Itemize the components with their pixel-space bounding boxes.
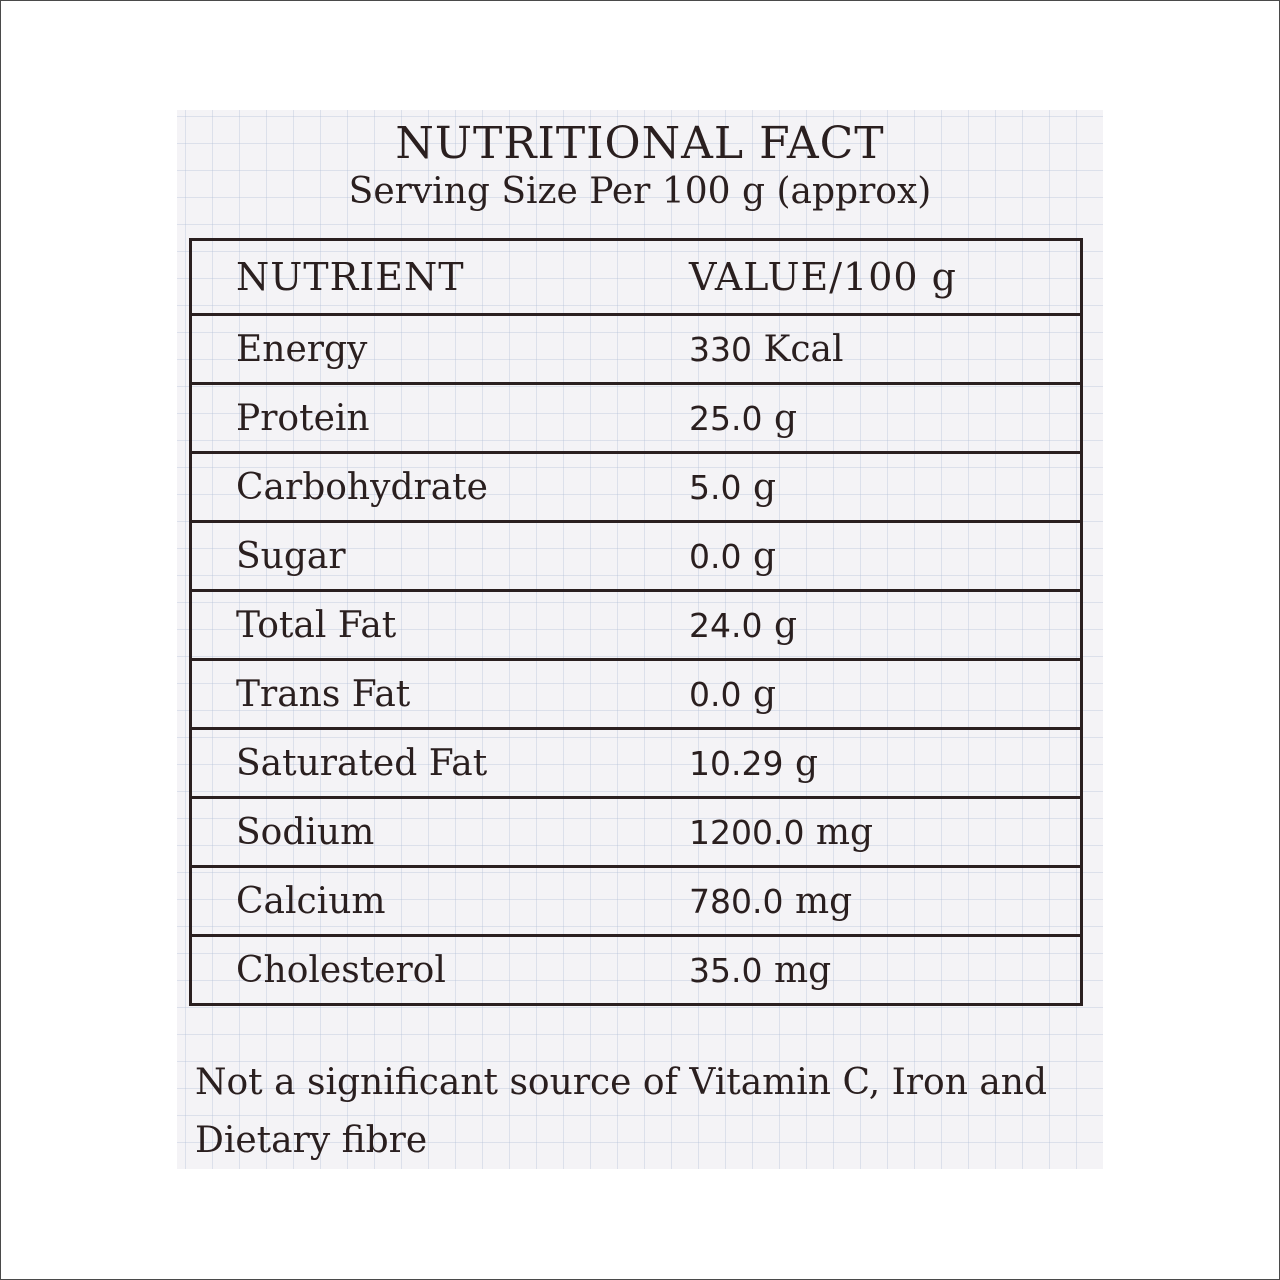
nutrient-value: 330 Kcal [689,329,1080,370]
table-row: Calcium 780.0 mg [189,868,1083,937]
value-unit: Kcal [763,328,844,370]
value-unit: mg [794,880,853,922]
value-amount: 780.0 [689,881,784,921]
table-row: Energy 330 Kcal [189,316,1083,385]
value-unit: g [773,397,797,439]
nutrition-label: NUTRITIONAL FACT Serving Size Per 100 g … [177,110,1103,1169]
nutrient-name: Energy [236,328,368,370]
table-row: Sodium 1200.0 mg [189,799,1083,868]
nutrient-value: 25.0 g [689,398,1080,439]
value-amount: 35.0 [689,950,763,990]
nutrient-value: 35.0 mg [689,950,1080,991]
table-header-row: NUTRIENT VALUE/100 g [189,241,1083,316]
nutrient-name: Sugar [236,535,346,577]
value-amount: 1200.0 [689,812,805,852]
table-row: Total Fat 24.0 g [189,592,1083,661]
nutrient-value: 0.0 g [689,536,1080,577]
value-amount: 330 [689,329,752,369]
table-row: Trans Fat 0.0 g [189,661,1083,730]
header-value: VALUE/100 g [689,255,957,299]
header-nutrient: NUTRIENT [236,255,465,299]
label-title: NUTRITIONAL FACT [395,118,885,169]
table-row: Saturated Fat 10.29 g [189,730,1083,799]
table-row: Cholesterol 35.0 mg [189,937,1083,1006]
nutrient-value: 1200.0 mg [689,812,1080,853]
value-unit: g [752,673,776,715]
table-row: Sugar 0.0 g [189,523,1083,592]
footnote: Not a significant source of Vitamin C, I… [195,1062,1048,1161]
nutrient-name: Carbohydrate [236,466,488,508]
table-row: Protein 25.0 g [189,385,1083,454]
value-amount: 25.0 [689,398,763,438]
value-unit: g [773,604,797,646]
nutrient-value: 10.29 g [689,743,1080,784]
value-amount: 0.0 [689,536,742,576]
value-amount: 5.0 [689,467,742,507]
nutrient-value: 780.0 mg [689,881,1080,922]
nutrient-name: Sodium [236,811,375,853]
nutrient-value: 0.0 g [689,674,1080,715]
nutrition-table: NUTRIENT VALUE/100 g Energy 330 Kcal Prote… [189,238,1083,1006]
nutrient-name: Trans Fat [236,673,411,715]
nutrient-name: Cholesterol [236,949,446,991]
value-unit: mg [773,949,832,991]
nutrient-name: Protein [236,397,370,439]
nutrient-value: 5.0 g [689,467,1080,508]
value-unit: g [752,535,776,577]
nutrient-name: Saturated Fat [236,742,488,784]
nutrient-name: Total Fat [236,604,397,646]
value-unit: g [794,742,818,784]
value-amount: 0.0 [689,674,742,714]
value-amount: 10.29 [689,743,784,783]
table-row: Carbohydrate 5.0 g [189,454,1083,523]
serving-size-subtitle: Serving Size Per 100 g (approx) [348,171,932,212]
value-unit: mg [815,811,874,853]
value-unit: g [752,466,776,508]
value-amount: 24.0 [689,605,763,645]
nutrient-value: 24.0 g [689,605,1080,646]
nutrient-name: Calcium [236,880,386,922]
